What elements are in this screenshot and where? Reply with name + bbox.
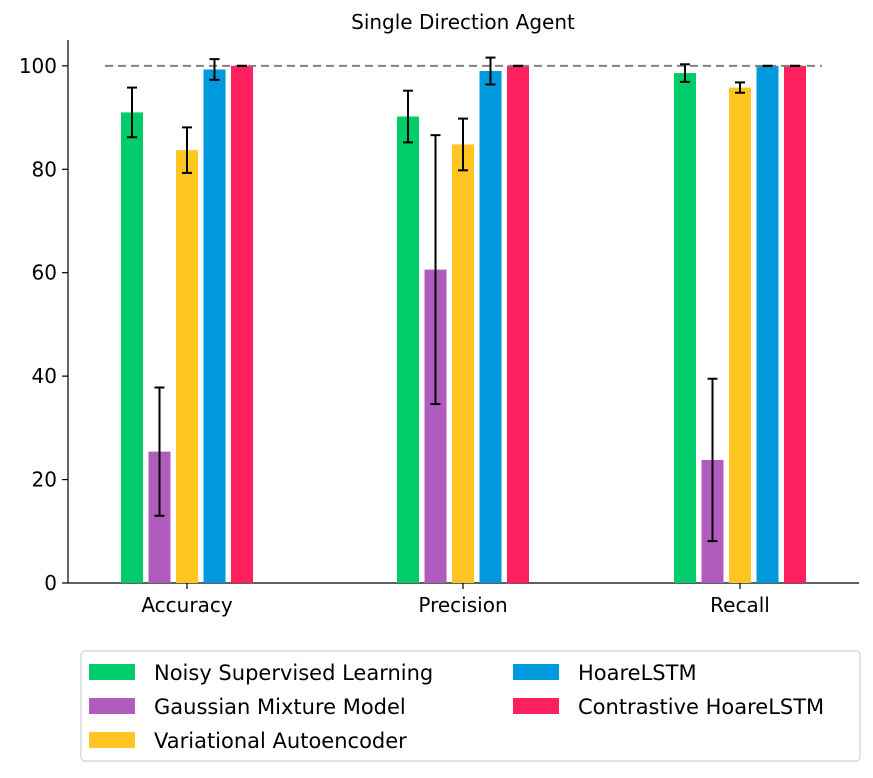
bar (424, 269, 447, 583)
bar (203, 69, 226, 583)
legend-label: HoareLSTM (578, 661, 697, 685)
legend-label: Contrastive HoareLSTM (578, 695, 824, 719)
bar (507, 65, 529, 584)
y-tick-label: 60 (32, 261, 57, 285)
legend-label: Gaussian Mixture Model (154, 695, 406, 719)
chart-title: Single Direction Agent (351, 10, 575, 34)
y-tick-label: 100 (19, 54, 57, 78)
bar (729, 87, 751, 583)
legend-swatch (89, 732, 135, 748)
legend-label: Variational Autoencoder (154, 729, 407, 753)
y-tick-label: 40 (32, 364, 57, 388)
bar (756, 65, 779, 584)
y-tick-label: 0 (44, 571, 57, 595)
bar (397, 116, 419, 583)
x-tick-label: Accuracy (141, 593, 232, 617)
legend-swatch (89, 664, 135, 680)
bar (479, 71, 502, 584)
plot-area: 0 20 40 60 80 100 Accuracy Precision Recall (19, 40, 859, 617)
y-tick-label: 20 (32, 468, 57, 492)
bar (231, 65, 253, 584)
legend-swatch (513, 698, 559, 714)
legend-frame (80, 650, 861, 762)
x-tick-label: Recall (710, 593, 770, 617)
y-tick-label: 80 (32, 157, 57, 181)
bar (674, 73, 696, 584)
bar (121, 112, 143, 584)
x-tick-label: Precision (418, 593, 507, 617)
legend-swatch (89, 698, 135, 714)
legend-swatch (513, 664, 559, 680)
bar (148, 451, 171, 583)
legend: Noisy Supervised Learning Gaussian Mixtur… (80, 650, 861, 762)
bar (784, 65, 806, 584)
bar (452, 144, 474, 583)
bar (176, 150, 198, 583)
legend-label: Noisy Supervised Learning (154, 661, 433, 685)
